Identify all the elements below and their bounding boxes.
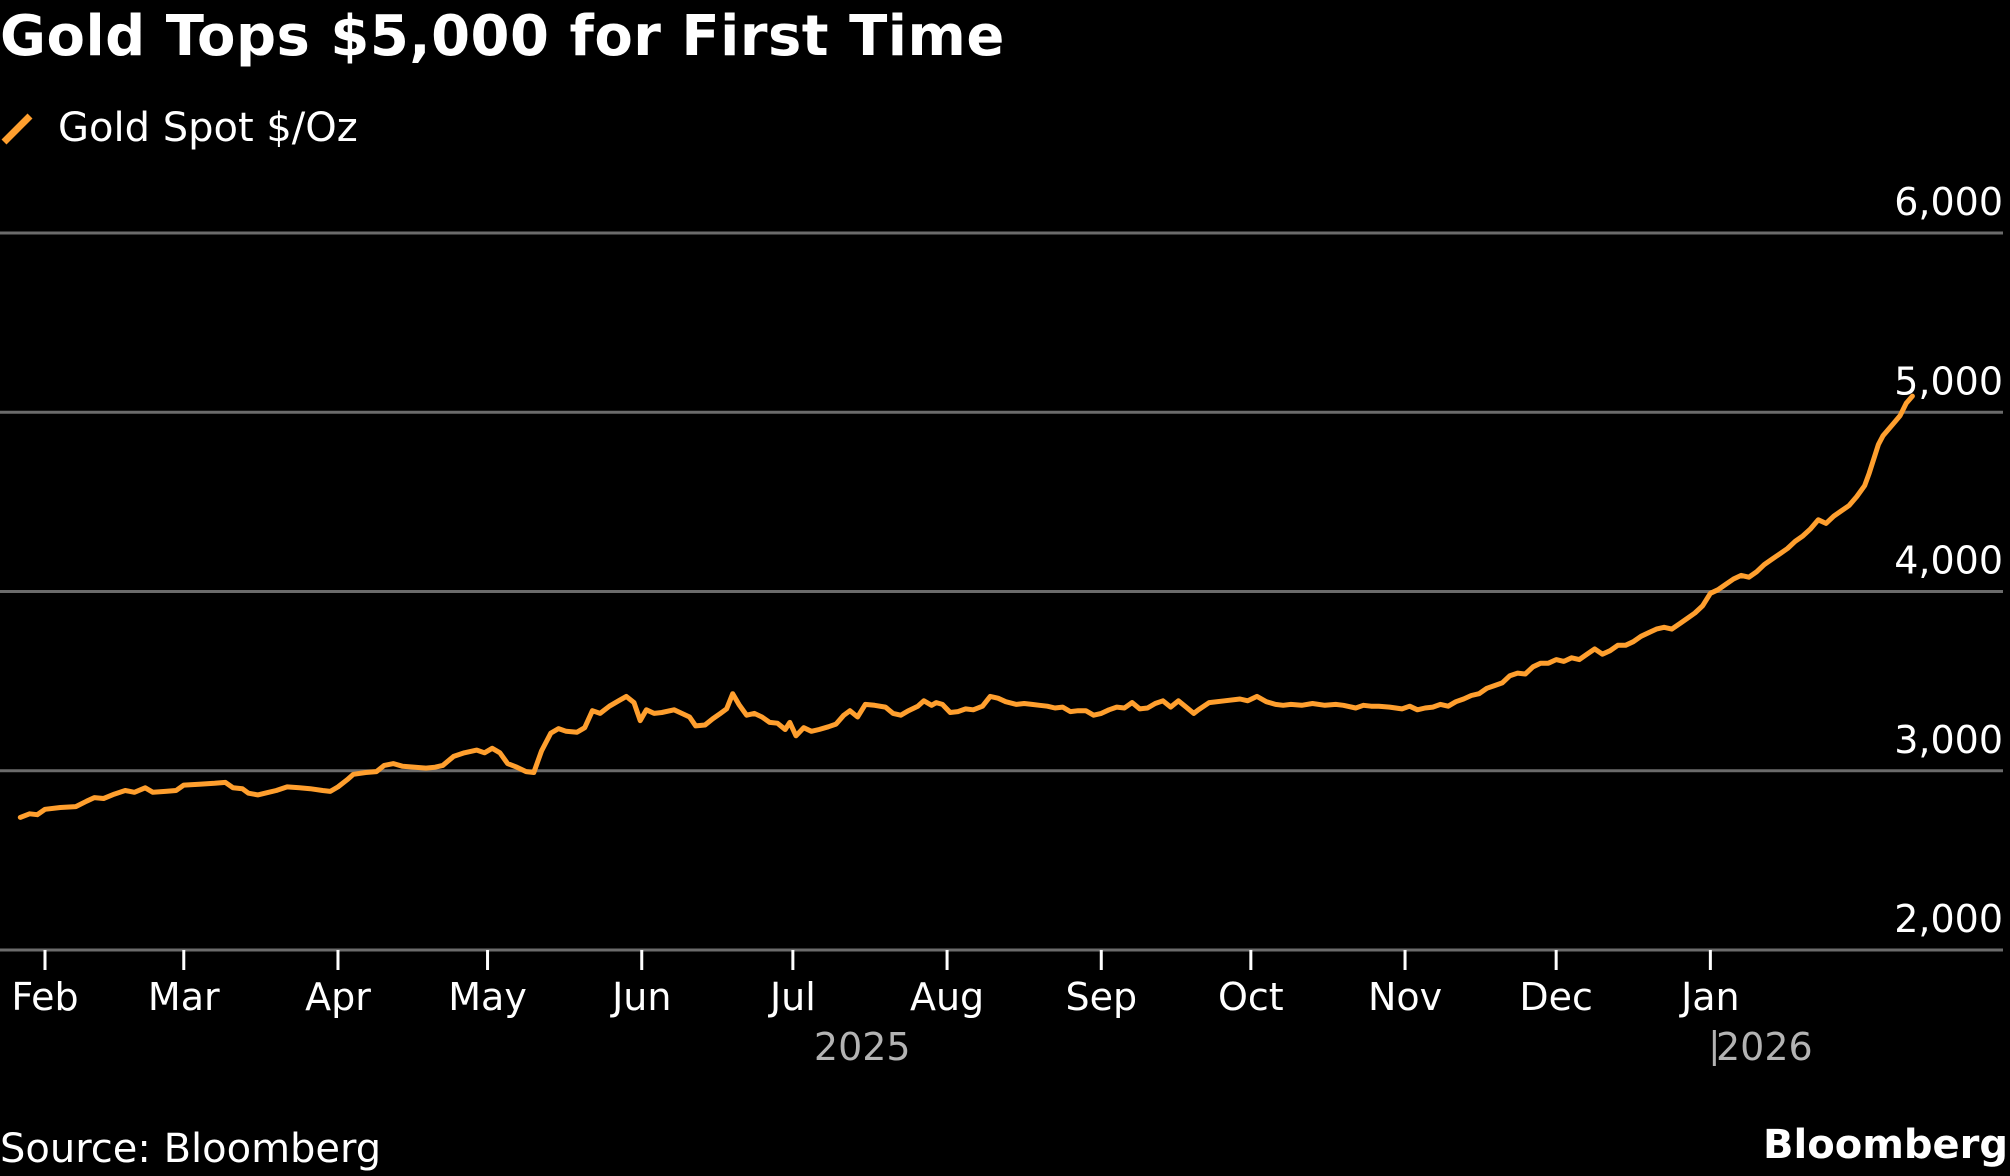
- year-label: 2026: [1716, 1025, 1813, 1069]
- bloomberg-logo: Bloomberg: [1763, 1122, 2008, 1168]
- legend-swatch: [1, 113, 33, 145]
- y-tick-label: 2,000: [1894, 897, 2003, 941]
- x-tick-label: Aug: [910, 975, 984, 1019]
- x-tick-label: Oct: [1218, 975, 1284, 1019]
- x-tick-label: Sep: [1065, 975, 1137, 1019]
- x-tick-label: Jun: [610, 975, 671, 1019]
- y-tick-label: 4,000: [1894, 539, 2003, 583]
- y-tick-label: 3,000: [1894, 718, 2003, 762]
- x-tick-label: Feb: [11, 975, 78, 1019]
- x-tick-label: Mar: [148, 975, 220, 1019]
- x-tick-label: Apr: [305, 975, 371, 1019]
- legend-label: Gold Spot $/Oz: [58, 105, 358, 151]
- source-note: Source: Bloomberg: [0, 1126, 382, 1172]
- year-label: 2025: [814, 1025, 911, 1069]
- x-tick-label: Nov: [1368, 975, 1442, 1019]
- x-tick-label: Jan: [1679, 975, 1740, 1019]
- series-line-gold-spot: [17, 393, 1915, 820]
- x-tick-label: Jul: [768, 975, 816, 1019]
- x-tick-label: May: [448, 975, 527, 1019]
- y-tick-label: 6,000: [1894, 180, 2003, 224]
- chart-title: Gold Tops $5,000 for First Time: [0, 4, 1005, 69]
- legend: Gold Spot $/Oz: [0, 100, 358, 156]
- x-tick-label: Dec: [1519, 975, 1593, 1019]
